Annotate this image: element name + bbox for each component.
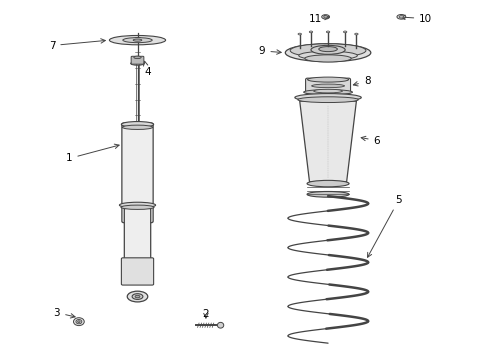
Text: 2: 2 [202,310,209,319]
Ellipse shape [109,36,166,45]
Text: 11: 11 [309,14,329,24]
Ellipse shape [120,202,156,208]
Ellipse shape [122,122,154,127]
Ellipse shape [307,192,349,197]
Ellipse shape [132,294,143,300]
Ellipse shape [122,125,153,130]
Ellipse shape [399,15,404,18]
Ellipse shape [304,90,352,95]
Ellipse shape [355,33,358,35]
Ellipse shape [218,322,224,328]
FancyBboxPatch shape [131,56,144,64]
Text: 8: 8 [353,76,370,86]
Ellipse shape [305,55,351,62]
Ellipse shape [74,318,84,325]
Text: 10: 10 [401,14,432,24]
Text: 1: 1 [66,144,119,163]
Ellipse shape [299,51,357,60]
Ellipse shape [322,15,330,19]
Text: 6: 6 [361,136,380,145]
FancyBboxPatch shape [122,258,154,285]
Text: 5: 5 [368,195,402,257]
FancyBboxPatch shape [122,123,153,223]
Ellipse shape [121,205,154,210]
Ellipse shape [123,38,152,42]
Ellipse shape [309,31,313,33]
Ellipse shape [127,291,148,302]
Text: 7: 7 [49,39,105,50]
Ellipse shape [135,295,140,298]
Ellipse shape [312,84,344,87]
Ellipse shape [298,97,358,103]
Ellipse shape [131,62,145,65]
Ellipse shape [397,14,406,19]
Ellipse shape [314,89,343,93]
Ellipse shape [326,31,330,33]
Ellipse shape [285,44,371,62]
Ellipse shape [77,321,80,323]
Ellipse shape [343,31,347,33]
Ellipse shape [76,319,82,324]
Ellipse shape [290,44,366,57]
Ellipse shape [295,94,361,102]
Text: 4: 4 [144,61,150,77]
Ellipse shape [311,45,345,54]
Polygon shape [300,101,356,182]
Ellipse shape [298,33,301,35]
Ellipse shape [307,180,349,187]
Ellipse shape [319,46,337,51]
Ellipse shape [133,39,142,41]
Ellipse shape [324,16,328,18]
FancyBboxPatch shape [124,208,151,260]
Text: 9: 9 [259,46,281,56]
Text: 3: 3 [53,308,75,318]
Ellipse shape [134,56,141,59]
Ellipse shape [308,77,348,82]
FancyBboxPatch shape [306,78,350,94]
